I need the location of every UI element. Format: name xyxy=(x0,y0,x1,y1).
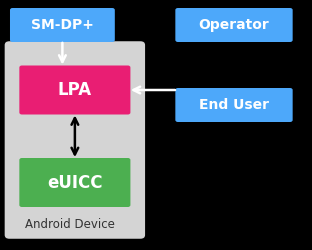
FancyBboxPatch shape xyxy=(19,158,130,207)
FancyBboxPatch shape xyxy=(175,8,293,42)
Text: LPA: LPA xyxy=(58,81,92,99)
Text: eUICC: eUICC xyxy=(47,174,103,192)
FancyBboxPatch shape xyxy=(19,66,130,114)
Text: SM-DP+: SM-DP+ xyxy=(31,18,94,32)
Text: Android Device: Android Device xyxy=(25,218,115,231)
FancyBboxPatch shape xyxy=(5,41,145,239)
Text: Operator: Operator xyxy=(199,18,269,32)
FancyBboxPatch shape xyxy=(175,88,293,122)
Text: End User: End User xyxy=(199,98,269,112)
FancyBboxPatch shape xyxy=(10,8,115,42)
